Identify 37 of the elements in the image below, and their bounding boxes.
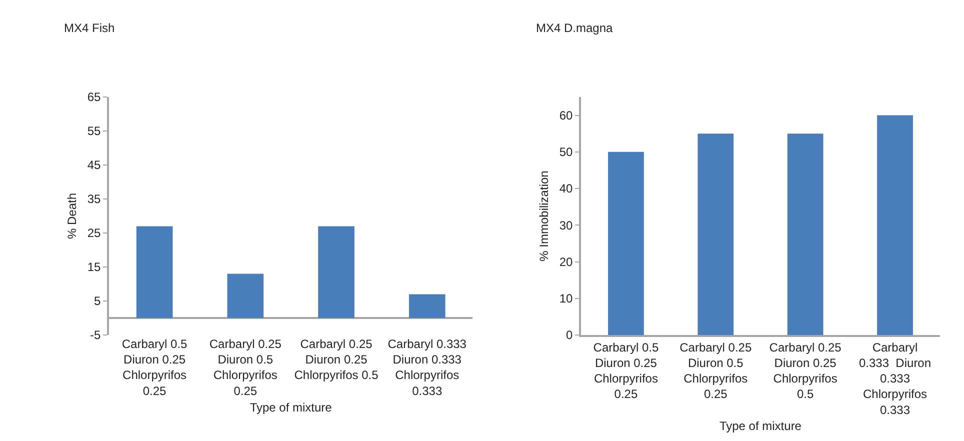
y-axis-title: % Death [65, 192, 80, 240]
y-tick-label: 60 [559, 108, 574, 123]
y-tick-label: 35 [87, 192, 102, 206]
x-tick-label: Carbaryl 0.25 Diuron 0.25 Chlorpyrifos 0.5 [294, 337, 379, 382]
y-tick-label: 50 [559, 145, 574, 160]
y-tick-label: 10 [559, 292, 574, 306]
y-tick-label: 55 [87, 124, 102, 138]
y-tick-label: 15 [87, 260, 102, 274]
chart-title: MX4 D.magna [536, 21, 614, 35]
y-tick-label: 40 [559, 182, 574, 196]
y-tick-label: 65 [87, 90, 102, 104]
y-tick-label: 0 [566, 328, 574, 342]
x-tick-label: Carbaryl 0.25 Diuron 0.25 Chlorpyrifos 0.5 [769, 340, 842, 402]
x-tick-label: Carbaryl 0.333 Diuron 0.333 Chlorpyrifos 0.333 [388, 337, 467, 398]
bar [318, 226, 354, 318]
bar [877, 115, 913, 335]
y-tick-label: -5 [90, 328, 102, 342]
x-axis-title: Type of mixture [719, 419, 802, 434]
y-tick-label: 25 [87, 226, 102, 240]
bar [787, 134, 824, 335]
bar [136, 226, 173, 318]
x-tick-label: Carbaryl 0.25 Diuron 0.5 Chlorpyrifos 0.25 [209, 337, 282, 398]
y-tick-label: 5 [94, 294, 102, 308]
x-tick-label: Carbaryl 0.25 Diuron 0.5 Chlorpyrifos 0.25 [680, 340, 752, 402]
bar [698, 134, 734, 335]
y-tick-label: 45 [87, 158, 102, 172]
chart-title: MX4 Fish [64, 21, 115, 35]
x-tick-label: Carbaryl 0.5 Diuron 0.25 Chlorpyrifos 0.25 [122, 337, 188, 398]
bar [408, 294, 446, 318]
y-tick-label: 30 [559, 218, 574, 232]
bar [608, 152, 644, 335]
x-axis-title: Type of mixture [250, 400, 332, 415]
x-tick-label: Carbaryl 0.5 Diuron 0.25 Chlorpyrifos 0.25 [593, 340, 659, 402]
y-axis-title: % Immobilization [537, 170, 552, 262]
x-tick-label: Carbaryl 0.333 Diuron 0.333 Chlorpyrifos 0.333 [858, 340, 932, 417]
bar [227, 274, 264, 318]
y-tick-label: 20 [559, 254, 574, 269]
